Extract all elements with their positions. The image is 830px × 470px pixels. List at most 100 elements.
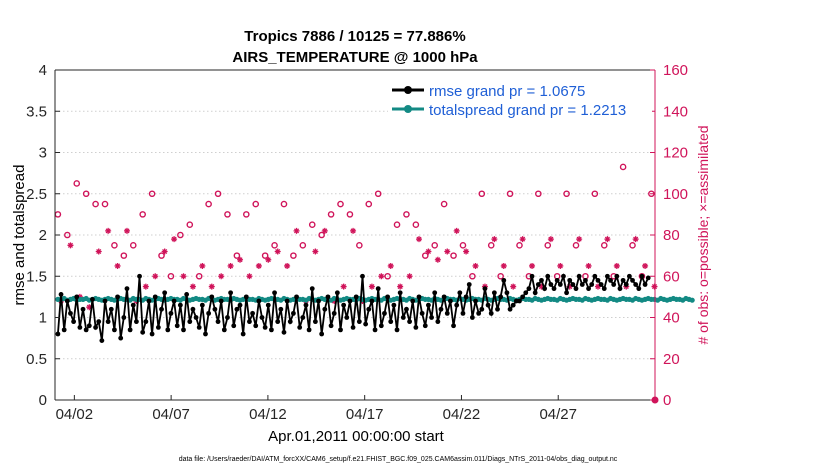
right-y-tick-label: 40: [663, 310, 680, 327]
obs-possible-marker: [384, 272, 391, 280]
y-tick-label: 2: [39, 227, 47, 244]
obs-assimilated-marker: [613, 262, 620, 269]
obs-possible-marker: [261, 252, 269, 259]
obs-assimilated-marker: [67, 242, 74, 249]
obs-possible-marker: [346, 211, 354, 218]
obs-possible-marker: [101, 200, 109, 208]
obs-possible-marker: [619, 163, 627, 171]
rmse-point: [93, 325, 98, 330]
rmse-point: [174, 323, 180, 329]
obs-possible-marker: [459, 242, 467, 249]
rmse-point: [378, 323, 384, 329]
obs-assimilated-marker: [463, 248, 470, 255]
rmse-point: [231, 323, 237, 329]
obs-possible-marker: [195, 272, 203, 280]
rmse-point: [121, 315, 127, 320]
obs-possible-marker: [82, 190, 90, 198]
obs-assimilated-marker: [293, 227, 300, 234]
rmse-point: [614, 273, 620, 279]
rmse-point: [473, 298, 478, 304]
obs-possible-marker: [271, 242, 278, 249]
obs-possible-marker: [299, 242, 307, 249]
rmse-point: [275, 319, 281, 325]
obs-assimilated-marker: [340, 283, 347, 290]
obs-possible-marker: [327, 211, 335, 218]
rmse-point: [221, 327, 227, 333]
legend-spread-marker: [404, 105, 412, 113]
totalspread-point: [689, 297, 695, 303]
obs-possible-marker: [308, 221, 316, 228]
obs-possible-marker: [158, 252, 165, 259]
obs-assimilated-marker: [416, 236, 423, 243]
obs-possible-marker: [421, 252, 429, 259]
rmse-point: [375, 286, 381, 292]
rmse-point: [360, 273, 365, 279]
obs-assimilated-marker: [255, 262, 262, 269]
y-tick-label: 4: [39, 62, 47, 79]
obs-assimilated-marker: [557, 262, 564, 269]
rmse-point: [278, 306, 284, 312]
obs-possible-marker: [412, 221, 420, 228]
rmse-point: [281, 329, 287, 335]
obs-assimilated-marker: [350, 227, 357, 234]
rmse-point: [382, 310, 387, 316]
rmse-point: [347, 298, 353, 304]
rmse-point: [322, 306, 328, 312]
rmse-point: [338, 327, 343, 333]
rmse-point: [363, 321, 369, 327]
rmse-point: [397, 290, 403, 296]
rmse-point: [80, 306, 86, 312]
right-y-tick-label: 20: [663, 351, 680, 368]
rmse-point: [488, 310, 494, 316]
rmse-point: [404, 306, 409, 312]
obs-possible-marker: [129, 242, 137, 249]
x-ticks: 04/02 04/07 04/12 04/17 04/22 04/27: [56, 395, 577, 423]
rmse-point: [633, 282, 639, 287]
obs-assimilated-marker: [161, 248, 168, 255]
rmse-point: [542, 286, 548, 292]
rmse-point: [388, 319, 394, 325]
rmse-point: [448, 298, 453, 304]
obs-possible-marker: [629, 242, 636, 249]
obs-possible-marker: [478, 190, 486, 198]
rmse-point: [294, 294, 299, 300]
rmse-point: [152, 294, 158, 300]
obs-assimilated-marker: [387, 262, 394, 269]
rmse-point: [570, 282, 576, 287]
rmse-point: [134, 319, 139, 325]
rmse-point: [272, 290, 277, 296]
rmse-point: [510, 302, 516, 308]
rmse-point: [482, 286, 488, 292]
obs-assimilated-marker: [594, 283, 601, 290]
obs-possible-marker: [563, 190, 570, 198]
rmse-point: [228, 290, 234, 296]
rmse-point: [416, 294, 422, 300]
rmse-point: [184, 292, 190, 297]
rmse-point: [586, 286, 591, 292]
rmse-point: [146, 298, 152, 304]
rmse-point: [583, 277, 588, 283]
obs-possible-marker: [506, 190, 514, 198]
rmse-point: [469, 315, 475, 320]
rmse-point: [90, 296, 95, 302]
rmse-point: [438, 306, 444, 312]
rmse-point: [177, 302, 183, 308]
obs-possible-marker: [591, 190, 599, 198]
y-tick-label: 2.5: [26, 186, 47, 203]
rmse-point: [460, 310, 466, 316]
obs-possible-marker: [337, 200, 344, 208]
rmse-point: [165, 327, 171, 333]
obs-assimilated-marker: [453, 227, 460, 234]
x-tick-label: 04/02: [56, 406, 94, 423]
obs-possible-marker: [120, 252, 128, 259]
right-y-tick-label: 140: [663, 103, 688, 120]
obs-possible-marker: [186, 221, 194, 228]
obs-possible-marker: [224, 211, 231, 218]
x-tick-label: 04/27: [539, 406, 577, 423]
rmse-point: [181, 327, 186, 333]
obs-possible-marker: [252, 200, 260, 208]
obs-possible-marker: [64, 231, 71, 239]
rmse-point: [108, 306, 114, 312]
rmse-point: [187, 319, 193, 325]
rmse-point: [225, 315, 230, 320]
